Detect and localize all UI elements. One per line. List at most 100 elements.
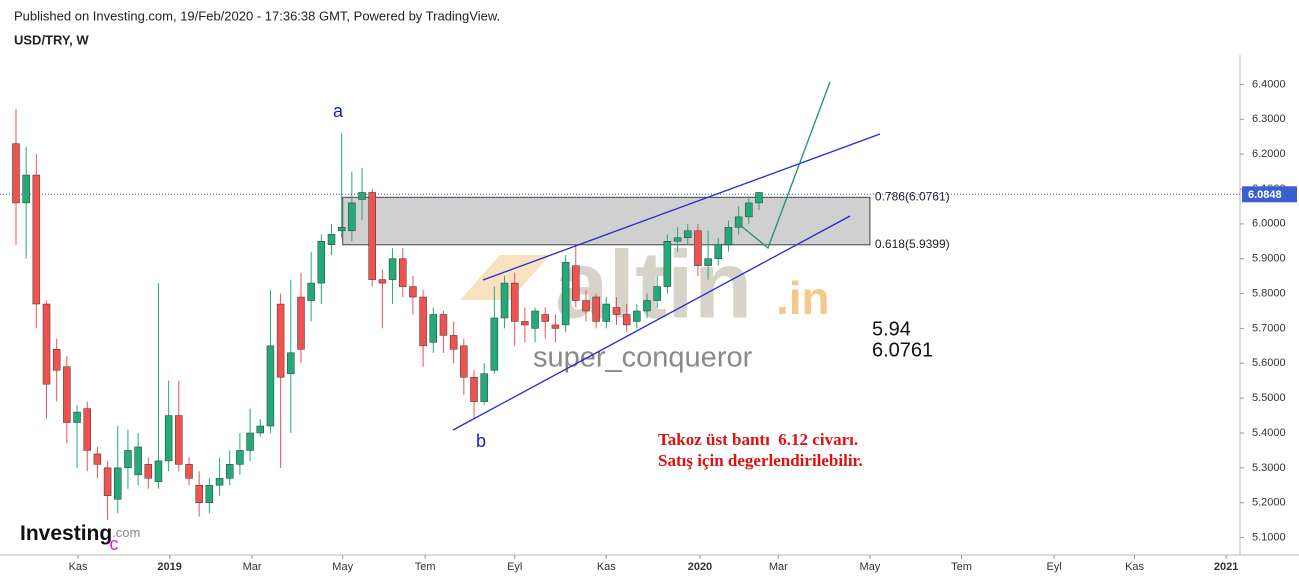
candle-body: [297, 296, 305, 350]
candle-body: [317, 241, 326, 284]
candle-body: [114, 467, 122, 500]
x-tick-label: May: [860, 561, 881, 573]
published-note: Published on Investing.com, 19/Feb/2020 …: [14, 8, 500, 23]
logo: Investing.com: [20, 522, 140, 545]
candle-body: [32, 174, 41, 305]
candle-body: [673, 237, 682, 242]
data-layer: [0, 108, 1240, 521]
fib-level-label: 0.786(6.0761): [875, 189, 950, 203]
candle-body: [93, 453, 102, 465]
candle-body: [409, 286, 417, 298]
candle-body: [419, 296, 427, 347]
level-note: 5.94: [872, 318, 911, 340]
trend-line: [482, 133, 881, 281]
candle-body: [745, 202, 753, 218]
candle-body: [337, 227, 346, 232]
x-tick-label: Kas: [69, 561, 88, 573]
y-tick-label: 5.7000: [1252, 322, 1286, 334]
trend-line: [452, 215, 851, 431]
candle-body: [704, 258, 712, 266]
x-tick-label: Mar: [769, 561, 788, 573]
candle-body: [592, 296, 600, 322]
candle-body: [572, 265, 580, 301]
projection-line: [739, 81, 831, 250]
candle-body: [256, 425, 265, 434]
candle-body: [460, 345, 468, 378]
candle-body: [42, 303, 51, 385]
last-price-tag: [1242, 186, 1297, 203]
candle-body: [683, 230, 692, 239]
candle-body: [348, 202, 356, 232]
candle-body: [388, 258, 397, 280]
candle-body: [236, 450, 244, 465]
y-tick-label: 6.2000: [1252, 148, 1286, 160]
candle-body: [103, 467, 112, 496]
x-tick-label: Kas: [1125, 561, 1144, 573]
x-tick-label: 2021: [1214, 561, 1238, 573]
logo-name: Investing: [20, 522, 112, 545]
watermark-author: super_conqueror: [533, 342, 753, 374]
x-tick-label: May: [332, 561, 353, 573]
y-tick-label: 5.8000: [1252, 287, 1286, 299]
candle-body: [215, 478, 224, 486]
candle-body: [144, 464, 153, 479]
wave-label: a: [333, 101, 344, 121]
level-note: 6.0761: [872, 339, 933, 361]
candle-body: [205, 485, 214, 503]
y-tick-label: 5.3000: [1252, 462, 1286, 474]
candle-body: [225, 464, 234, 479]
candle-body: [510, 282, 519, 322]
candle-body: [429, 314, 438, 343]
candle-body: [154, 460, 163, 483]
logo-suffix: .com: [112, 525, 140, 540]
candle-body: [378, 279, 387, 284]
candle-body: [307, 282, 315, 301]
candle-body: [694, 230, 702, 266]
candle-body: [276, 303, 285, 378]
candle-body: [52, 349, 61, 371]
x-tick-label: 2019: [157, 561, 181, 573]
candle-body: [612, 307, 621, 315]
candle-body: [734, 216, 743, 228]
x-tick-label: 2020: [688, 561, 712, 573]
candle-body: [287, 352, 295, 374]
candle-body: [398, 258, 407, 287]
candle-body: [175, 415, 183, 465]
candle-body: [358, 192, 366, 200]
y-tick-label: 5.4000: [1252, 427, 1286, 439]
x-tick-label: Mar: [243, 561, 262, 573]
candle-body: [195, 485, 203, 503]
candle-body: [470, 376, 478, 402]
candle-body: [63, 366, 71, 423]
candle-body: [663, 241, 672, 287]
candle-body: [500, 282, 509, 319]
candle-body: [134, 446, 142, 476]
y-tick-label: 6.4000: [1252, 78, 1286, 90]
candle-body: [73, 411, 81, 423]
candle-body: [164, 415, 173, 462]
wave-label: b: [476, 431, 486, 451]
candle-body: [602, 303, 611, 322]
candle-body: [551, 324, 560, 329]
candle-body: [633, 310, 641, 322]
y-tick-label: 5.2000: [1252, 497, 1286, 509]
fib-zone: [342, 196, 871, 246]
candle-body: [653, 286, 661, 301]
fib-level-label: 0.618(5.9399): [875, 237, 950, 251]
candle-body: [521, 321, 529, 326]
y-tick-label: 6.3000: [1252, 113, 1286, 125]
y-tick-label: 5.9000: [1252, 253, 1286, 265]
wave-label: c: [110, 534, 119, 554]
candle-body: [449, 335, 458, 350]
watermark-suffix: .in: [776, 272, 830, 324]
y-tick-label: 6.0000: [1252, 218, 1286, 230]
candle-body: [83, 408, 91, 451]
drawing-layer: a b c 5.94 6.0761 Takoz üst bantı 6.12 c…: [20, 81, 933, 554]
candle-body: [643, 300, 651, 312]
candle-body: [12, 143, 20, 204]
last-price-label: 6.0848: [1248, 189, 1282, 201]
y-tick-label: 5.1000: [1252, 531, 1286, 543]
candle-body: [561, 261, 570, 326]
candle-body: [480, 373, 488, 402]
x-tick-label: Tem: [415, 561, 436, 573]
